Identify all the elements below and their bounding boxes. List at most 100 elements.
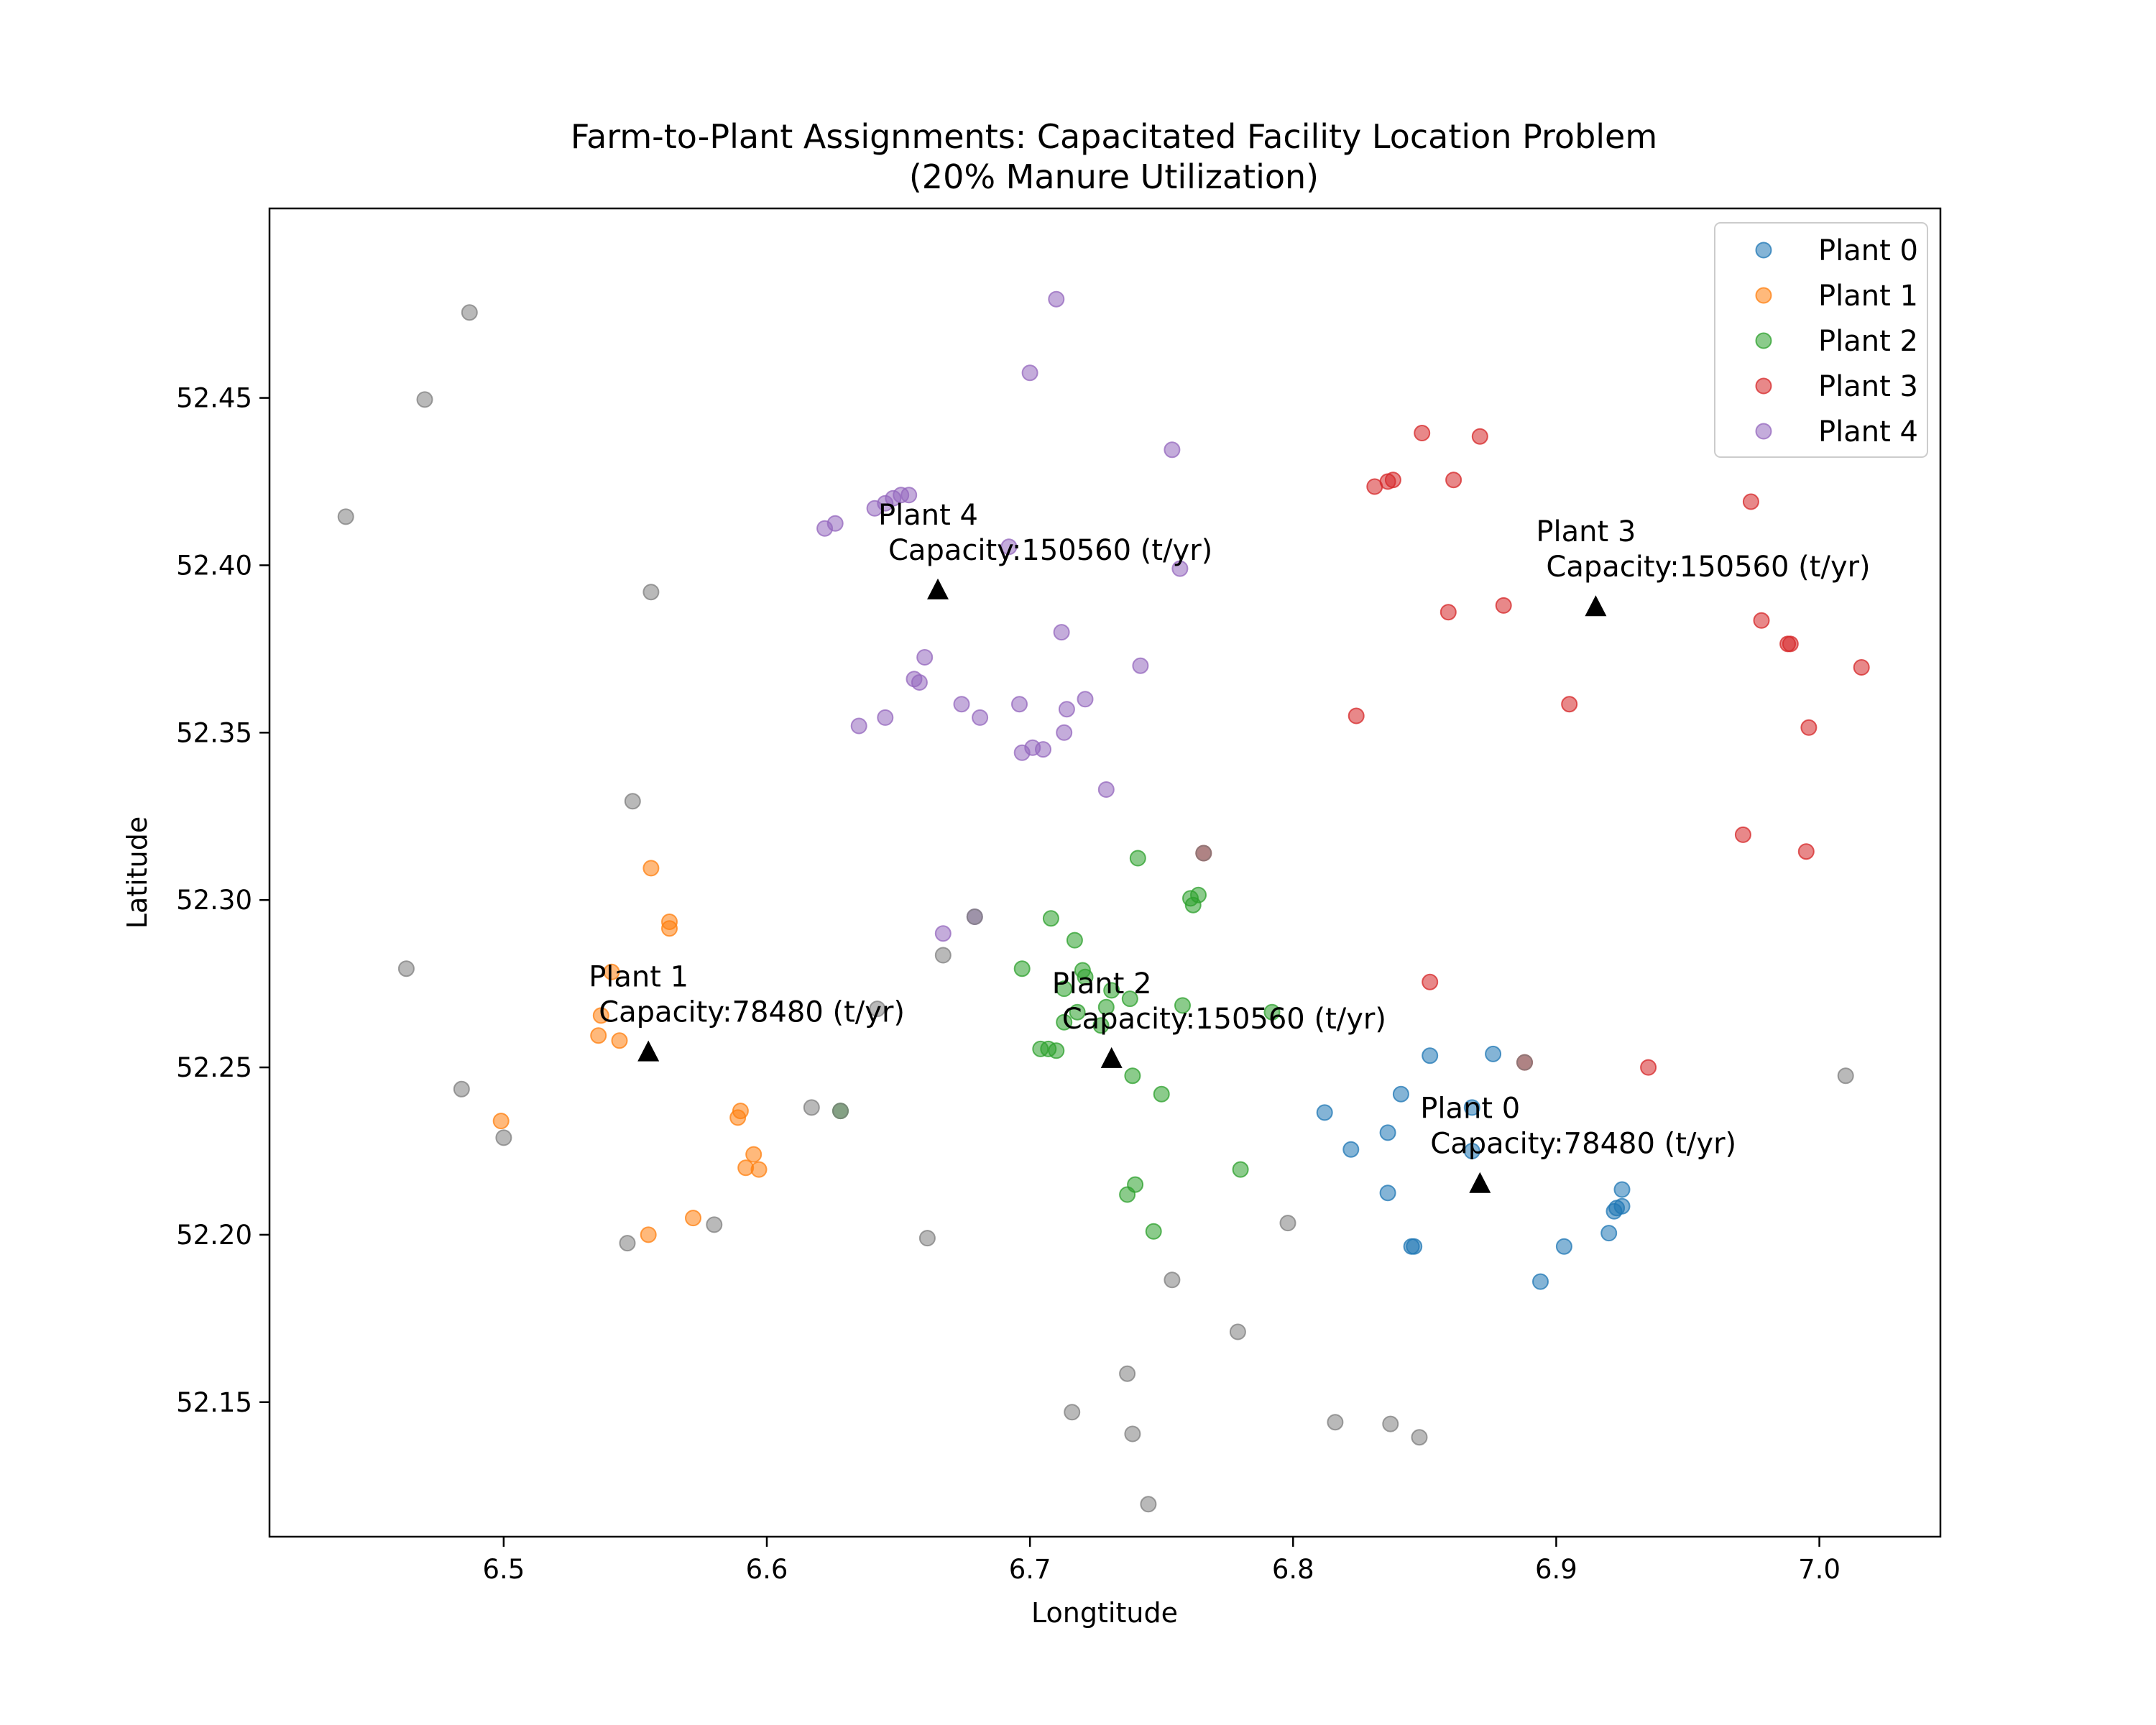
plant-capacity-label-3: Capacity:150560 (t/yr) <box>1546 551 1870 584</box>
plant-marker-4 <box>927 578 949 599</box>
data-point <box>1153 1085 1170 1103</box>
data-point <box>1103 982 1120 999</box>
plant-name-label-3: Plant 3 <box>1536 515 1636 548</box>
data-point <box>918 1230 936 1247</box>
data-point <box>1532 1273 1549 1290</box>
data-point <box>492 1113 510 1130</box>
data-point <box>611 1032 628 1049</box>
chart-title: Farm-to-Plant Assignments: Capacitated F… <box>571 117 1657 156</box>
data-point <box>900 487 918 504</box>
data-point <box>1384 472 1401 489</box>
data-point <box>1056 980 1073 998</box>
data-point <box>1171 560 1189 577</box>
data-point <box>911 674 928 691</box>
data-point <box>1129 850 1146 867</box>
plant-capacity-label-0: Capacity:78480 (t/yr) <box>1430 1128 1736 1161</box>
data-point <box>397 960 415 978</box>
data-point <box>1414 425 1431 441</box>
data-point <box>1056 724 1073 741</box>
x-axis-ticks: 6.5 6.6 6.7 6.8 6.9 7.0 <box>482 1537 1841 1585</box>
data-point <box>745 1146 763 1163</box>
data-point <box>1056 1013 1073 1031</box>
data-point <box>1077 968 1094 985</box>
y-tick-label: 52.20 <box>176 1220 252 1251</box>
plant-capacity-label-2: Capacity:150560 (t/yr) <box>1062 1003 1386 1036</box>
y-tick-label: 52.30 <box>176 885 252 916</box>
data-point <box>1069 1003 1086 1021</box>
legend-swatch-3 <box>1755 377 1772 395</box>
legend-swatch-2 <box>1755 332 1772 349</box>
data-point <box>1463 1143 1480 1159</box>
data-point <box>1485 1045 1502 1062</box>
data-point <box>1097 781 1115 798</box>
data-point <box>1782 635 1799 653</box>
chart-subtitle: (20% Manure Utilization) <box>909 157 1319 196</box>
data-point <box>1000 538 1018 556</box>
data-point <box>1471 428 1488 445</box>
data-point <box>1013 960 1031 978</box>
plant-capacity-label-1: Capacity:78480 (t/yr) <box>599 996 905 1029</box>
data-point <box>642 584 660 601</box>
data-point <box>603 963 620 980</box>
y-axis-ticks: 52.15 52.20 52.25 52.30 52.35 52.40 52.45 <box>176 383 270 1418</box>
data-point <box>966 908 983 925</box>
data-point <box>1140 1496 1157 1513</box>
x-tick-label: 6.8 <box>1272 1554 1314 1585</box>
data-point <box>877 709 894 726</box>
legend: Plant 0 Plant 1 Plant 2 Plant 3 Plant 4 <box>1714 222 1928 458</box>
data-point <box>1422 1047 1439 1064</box>
plant-marker-2 <box>1100 1046 1123 1068</box>
data-point <box>1734 826 1751 843</box>
data-point <box>1011 696 1028 713</box>
series-1 <box>492 860 768 1243</box>
data-point <box>1613 1181 1631 1198</box>
data-point <box>1124 1067 1141 1085</box>
data-point <box>495 1129 512 1146</box>
data-point <box>934 925 952 942</box>
y-tick-label: 52.35 <box>176 717 252 748</box>
data-point <box>1127 1176 1144 1193</box>
data-point <box>1121 990 1138 1008</box>
plant-marker-1 <box>637 1040 660 1062</box>
data-point <box>1064 1404 1081 1421</box>
data-point <box>1263 1003 1281 1021</box>
data-point <box>934 947 952 964</box>
data-point <box>1119 1365 1136 1382</box>
data-point <box>832 1103 849 1120</box>
data-point <box>1124 1425 1141 1443</box>
data-point <box>1495 597 1512 614</box>
series-0 <box>1316 1045 1631 1290</box>
legend-label-2: Plant 2 <box>1818 325 1918 358</box>
data-point <box>1411 1429 1428 1446</box>
data-point <box>1613 1197 1631 1215</box>
plot-area-frame <box>268 207 1942 1538</box>
legend-label-1: Plant 1 <box>1818 280 1918 313</box>
data-point <box>1092 1017 1110 1034</box>
data-point <box>1742 493 1759 510</box>
data-point <box>1145 1223 1162 1240</box>
x-tick-label: 6.7 <box>1009 1554 1051 1585</box>
data-point <box>1327 1414 1344 1431</box>
x-axis-label: Longtitude <box>1031 1597 1178 1629</box>
data-point <box>685 1210 701 1227</box>
data-point <box>453 1080 470 1098</box>
data-point <box>1445 472 1462 489</box>
data-point <box>803 1099 820 1116</box>
y-tick-label: 52.40 <box>176 550 252 581</box>
data-point <box>1077 691 1094 708</box>
data-point <box>461 304 478 321</box>
data-point <box>1190 886 1207 903</box>
data-point <box>1229 1323 1246 1340</box>
plant-capacity-label-4: Capacity:150560 (t/yr) <box>888 534 1212 567</box>
data-point <box>1035 741 1051 758</box>
data-point <box>1753 612 1770 629</box>
data-point <box>1463 1099 1480 1116</box>
data-point <box>1164 1271 1181 1289</box>
data-point <box>1048 290 1065 308</box>
data-point <box>416 391 433 408</box>
legend-swatch-1 <box>1755 287 1772 304</box>
data-point <box>592 1007 609 1024</box>
plant-name-label-2: Plant 2 <box>1052 967 1152 1000</box>
